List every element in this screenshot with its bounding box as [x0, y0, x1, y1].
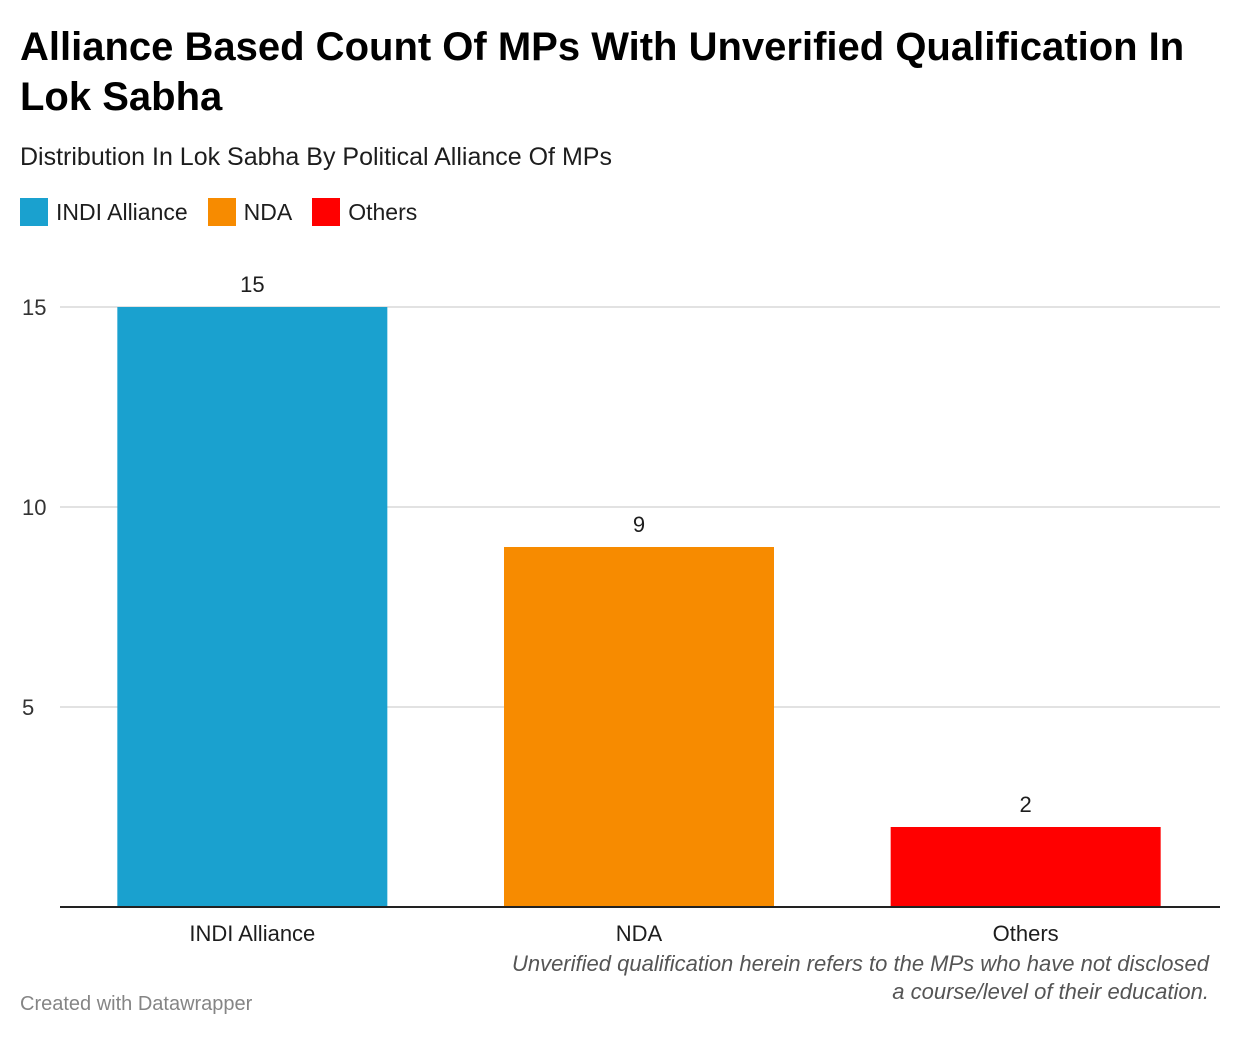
data-label: 9 [633, 512, 645, 537]
bar [890, 827, 1161, 907]
chart-title: Alliance Based Count Of MPs With Unverif… [20, 25, 1185, 119]
chart-subtitle: Distribution In Lok Sabha By Political A… [20, 143, 612, 171]
legend-label: INDI Alliance [56, 199, 188, 225]
legend: INDI Alliance NDA Others [20, 198, 417, 226]
data-label: 2 [1020, 792, 1032, 817]
legend-swatch [20, 198, 48, 226]
legend-swatch [207, 198, 236, 226]
legend-label: NDA [243, 199, 293, 225]
y-tick-label: 10 [22, 495, 46, 520]
legend-item-indi-alliance: INDI Alliance [20, 198, 188, 226]
y-tick-label: 5 [22, 695, 34, 720]
y-tick-label: 15 [22, 295, 46, 320]
bar [117, 307, 388, 907]
x-tick-label: Others [993, 921, 1059, 946]
credit-line: Created with Datawrapper [20, 993, 253, 1015]
legend-item-nda: NDA [207, 198, 293, 226]
legend-label: Others [348, 199, 418, 225]
legend-swatch [312, 198, 341, 226]
x-tick-label: INDI Alliance [189, 921, 315, 946]
x-tick-label: NDA [616, 921, 663, 946]
footnote: Unverified qualification herein refers t… [511, 951, 1209, 1004]
data-label: 15 [240, 272, 264, 297]
legend-item-others: Others [312, 198, 417, 226]
bar [504, 547, 774, 907]
